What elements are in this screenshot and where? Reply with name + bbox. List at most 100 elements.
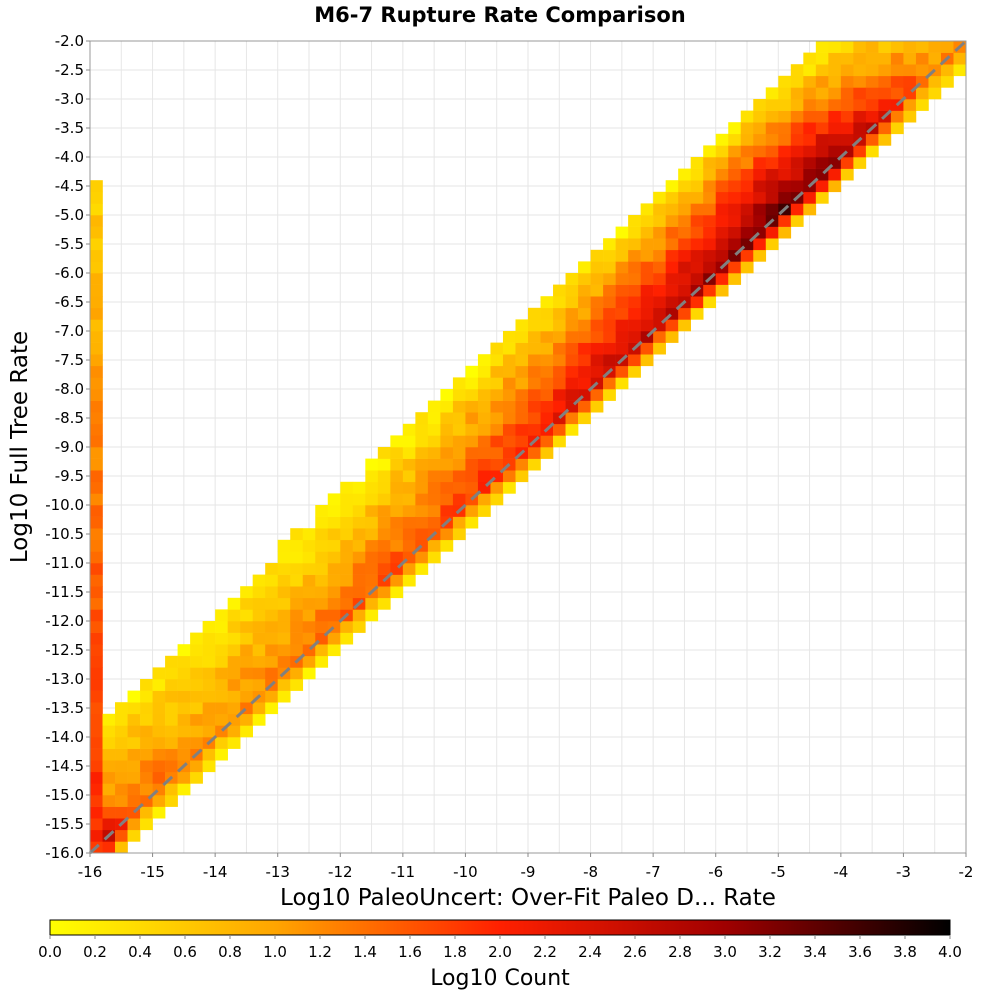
heatmap-cell [703,238,717,251]
heatmap-cell [703,249,717,262]
x-tick-label: -3 [896,863,911,881]
heatmap-cell [590,284,604,297]
heatmap-cell [878,87,892,100]
heatmap-cell [315,632,329,645]
heatmap-cell [377,505,391,517]
heatmap-cell [840,52,854,65]
heatmap-cell [102,771,116,784]
heatmap-cell [528,400,541,413]
heatmap-cell [790,122,804,135]
heatmap-cell [415,528,429,541]
heatmap-cell [452,435,466,448]
heatmap-cell [565,342,579,355]
heatmap-cell [102,725,116,738]
heatmap-cell [815,180,829,193]
x-tick-label: -9 [521,863,536,881]
heatmap-cell [840,122,854,135]
heatmap-cell [703,296,717,309]
y-tick-label: -10.0 [45,496,84,514]
heatmap-cell [227,597,241,610]
heatmap-cell [390,574,404,587]
heatmap-cell [165,795,178,807]
heatmap-cell [865,75,879,88]
heatmap-cell [427,551,441,564]
heatmap-cell [252,574,266,587]
heatmap-cell [903,87,917,100]
heatmap-cell [465,412,479,425]
heatmap-cell [603,249,616,262]
heatmap-cell [90,771,103,784]
heatmap-cell [640,331,654,343]
heatmap-cell [490,493,504,506]
heatmap-cell [465,400,479,413]
heatmap-cell [102,818,116,831]
heatmap-cell [840,145,854,158]
heatmap-cell [578,377,591,390]
heatmap-cell [277,644,291,657]
heatmap-cell [928,87,942,100]
heatmap-cell [940,41,954,53]
heatmap-cell [903,110,917,123]
heatmap-cell [252,621,266,633]
heatmap-cell [665,307,679,320]
heatmap-cell [853,122,867,135]
heatmap-cell [90,655,103,668]
heatmap-cell [753,191,767,204]
heatmap-cell [715,215,729,227]
y-tick-label: -7.0 [55,322,84,340]
heatmap-cell [302,667,316,680]
heatmap-cell [615,377,629,390]
heatmap-cell [290,586,304,599]
heatmap-cell [240,644,253,657]
heatmap-cell [740,168,754,181]
heatmap-cell [565,389,579,401]
colorbar-tick-label: 3.0 [713,943,737,961]
heatmap-cell [477,493,491,506]
heatmap-cell [477,470,491,483]
heatmap-cell [753,157,767,169]
heatmap-cell [302,551,316,564]
heatmap-cell [115,829,128,842]
colorbar-tick-label: 0.2 [83,943,107,961]
heatmap-cell [340,621,354,633]
heatmap-cell [152,679,166,691]
heatmap-cell [753,133,767,146]
heatmap-cell [302,644,316,657]
heatmap-cell [177,783,191,796]
heatmap-cell [452,389,466,401]
x-tick-label: -8 [583,863,598,881]
heatmap-cell [715,238,729,251]
heatmap-cell [440,458,454,471]
heatmap-cell [553,331,566,343]
heatmap-cell [665,261,679,274]
heatmap-cell [215,609,228,622]
heatmap-cell [90,203,103,216]
heatmap-cell [390,516,404,529]
heatmap-cell [578,365,591,378]
heatmap-cell [327,644,341,657]
heatmap-cell [553,423,566,436]
heatmap-cell [102,737,116,749]
heatmap-cell [490,447,504,459]
heatmap-cell [190,771,203,784]
heatmap-cell [215,632,228,645]
heatmap-cell [152,806,166,819]
heatmap-cell [528,319,541,332]
heatmap-cell [740,191,754,204]
y-tick-label: -7.5 [55,351,84,369]
heatmap-cell [890,75,904,88]
heatmap-cell [553,307,566,320]
heatmap-cell [377,586,391,599]
heatmap-cell [377,447,391,459]
heatmap-cell [715,133,729,146]
heatmap-cell [240,679,253,691]
heatmap-cell [90,702,103,715]
heatmap-cell [690,238,704,251]
heatmap-cell [415,481,429,494]
heatmap-cell [740,180,754,193]
heatmap-cell [553,400,566,413]
heatmap-cell [790,168,804,181]
heatmap-cell [377,563,391,575]
heatmap-cell [740,157,754,169]
heatmap-cell [177,737,191,749]
